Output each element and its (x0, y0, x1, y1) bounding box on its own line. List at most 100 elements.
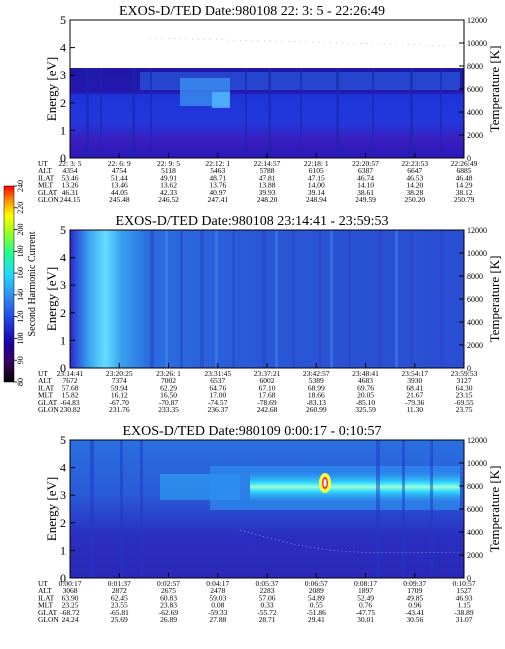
panel-1-table-cell: 14.00 (308, 181, 325, 190)
panel-3-table-cell: 0.76 (359, 601, 372, 610)
panel-1-table-cell: 22: 3: 5 (59, 159, 82, 168)
colorbar-tick-label: 160 (16, 267, 25, 279)
panel-3-table-cell: -68.72 (60, 608, 80, 617)
panel-1-table-cell: 13.88 (259, 181, 276, 190)
panel-2-table-cell: 3127 (457, 376, 472, 385)
panel-1-ytick-label: 0 (60, 151, 66, 165)
panel-3-table-cell: 49.85 (406, 593, 423, 602)
panel-3-y2tick-label: 2000 (467, 551, 483, 560)
panel-3-table-cell: 2478 (210, 586, 225, 595)
panel-2-table-cell: 6537 (210, 376, 225, 385)
colorbar-tick-label: 120 (16, 311, 25, 323)
panel-2-y2tick-label: 2000 (467, 341, 483, 350)
panel-2-table-cell: 17.00 (209, 391, 226, 400)
panel-3-table-cell: 0:08:17 (354, 579, 377, 588)
panel-3-table-cell: 1897 (358, 586, 373, 595)
panel-1: EXOS-D/TED Date:980108 22: 3: 5 - 22:26:… (38, 4, 502, 204)
panel-3-table-cell: 3068 (63, 586, 78, 595)
panel-1-y2tick-label: 0 (467, 154, 471, 163)
panel-3-table-cell: 0:00:17 (59, 579, 82, 588)
panel-3-table-cell: 1709 (407, 586, 422, 595)
panel-2-streaks (150, 230, 444, 368)
panel-3-row-label: UT (38, 579, 48, 588)
panel-1-temperature-trace (149, 37, 461, 47)
panel-1-table-cell: 53.46 (62, 173, 79, 182)
panel-2-table-cell: 325.59 (355, 405, 376, 414)
panel-1-table-cell: 22:12: 1 (205, 159, 230, 168)
panel-3-ytick-label: 3 (60, 488, 66, 502)
panel-1-table-cell: 40.97 (209, 188, 226, 197)
panel-1-ytick-label: 1 (60, 123, 66, 137)
panel-1-table-cell: 6647 (407, 166, 422, 175)
panel-3-table-cell: 46.93 (456, 593, 473, 602)
panel-1-table-cell: 4754 (112, 166, 127, 175)
panel-2-table-cell: -85.10 (356, 398, 376, 407)
panel-3-table-cell: 25.69 (111, 615, 128, 624)
colorbar-tick-label: 180 (16, 245, 25, 257)
panel-2-table-cell: 18.66 (308, 391, 325, 400)
panel-2-y2tick-label: 12000 (467, 226, 487, 235)
panel-3-table-cell: 0.55 (310, 601, 323, 610)
panel-3-table-cell: -55.72 (257, 608, 277, 617)
panel-1-table-cell: 5463 (210, 166, 225, 175)
panel-2-ytick-label: 3 (60, 278, 66, 292)
panel-1-row-label: UT (38, 159, 48, 168)
panel-3-row-label: GLON (38, 615, 59, 624)
colorbar-tick-label: 240 (16, 180, 25, 192)
colorbar-tick-label: 200 (16, 224, 25, 236)
panel-2-table-cell: 21.67 (406, 391, 423, 400)
colorbar-label: Second Harmonic Current (27, 231, 38, 336)
panel-1-row-label: GLAT (38, 188, 58, 197)
panel-2-table-cell: 67.10 (259, 383, 276, 392)
panel-1-table-cell: 38.12 (456, 188, 473, 197)
panel-2-y2label: Temperature [K] (487, 256, 502, 343)
panel-3-table-cell: 24.24 (62, 615, 79, 624)
panel-3-table-cell: 0.08 (211, 601, 224, 610)
panel-2-table-cell: 23:48:41 (352, 369, 379, 378)
panel-1-table-cell: 46.53 (406, 173, 423, 182)
panel-1-ylabel: Energy [eV] (44, 57, 59, 121)
panel-3-bright-band (250, 472, 460, 502)
panel-1-streaks (86, 68, 442, 158)
panel-1-table-cell: 22:23:53 (401, 159, 428, 168)
panel-3-table-cell: 29.41 (308, 615, 325, 624)
panel-2-table-cell: 23:42:57 (303, 369, 330, 378)
panel-1-table-cell: 245.48 (109, 195, 130, 204)
panel-1-row-label: ILAT (38, 173, 55, 182)
panel-2-table-cell: -78.69 (257, 398, 277, 407)
panel-1-y2tick-label: 2000 (467, 131, 483, 140)
panel-2-ytick-label: 0 (60, 361, 66, 375)
panel-3-table-cell: -38.89 (454, 608, 474, 617)
panel-2-table-cell: 15.82 (62, 391, 79, 400)
panel-1-table-cell: 39.93 (259, 188, 276, 197)
panel-3-table-cell: 1527 (457, 586, 472, 595)
panel-2-table-cell: -79.36 (405, 398, 425, 407)
panel-3-y2tick-label: 12000 (467, 436, 487, 445)
panel-3-table-cell: 23.25 (62, 601, 79, 610)
panel-2-ylabel: Energy [eV] (44, 267, 59, 331)
panel-1-table-cell: 14.29 (456, 181, 473, 190)
panel-2-row-label: UT (38, 369, 48, 378)
panel-1-table-cell: 48.71 (209, 173, 226, 182)
panel-3-ylabel: Energy [eV] (44, 477, 59, 541)
panel-2-table-cell: 6002 (260, 376, 275, 385)
panel-2-table-cell: -74.57 (208, 398, 228, 407)
panel-3-table-cell: 23.55 (111, 601, 128, 610)
panel-2-table-cell: 62.29 (160, 383, 177, 392)
panel-2-ytick-label: 2 (60, 306, 66, 320)
colorbar-tick-label: 220 (16, 202, 25, 214)
panel-3-table-cell: 0.33 (260, 601, 273, 610)
panel-2-table-cell: 233.35 (158, 405, 179, 414)
panel-3-table-cell: 52.49 (357, 593, 374, 602)
panel-2-table-cell: 64.30 (456, 383, 473, 392)
panel-1-table-cell: 42.33 (160, 188, 177, 197)
panel-3-table-cell: 2283 (260, 586, 275, 595)
panel-2-table-cell: 23:26: 1 (156, 369, 181, 378)
panel-2-table-cell: -70.87 (159, 398, 179, 407)
panel-1-ytick-label: 5 (60, 13, 66, 27)
panel-2-y2tick-label: 10000 (467, 249, 487, 258)
panel-2-table-cell: 260.99 (306, 405, 327, 414)
